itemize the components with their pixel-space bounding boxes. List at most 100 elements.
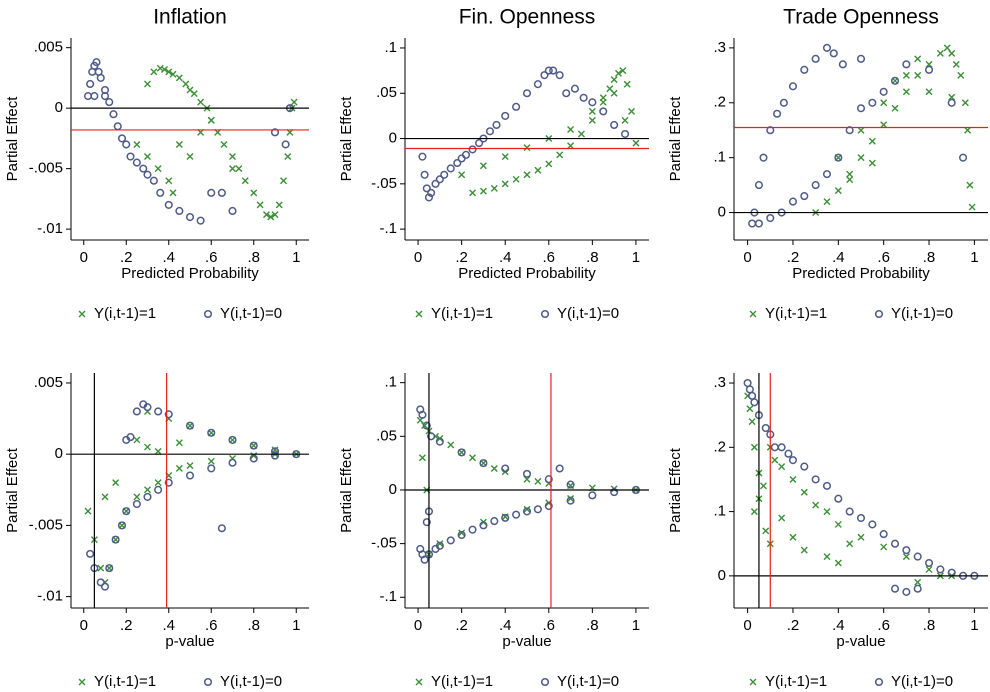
x-tick-label: .4	[162, 249, 175, 266]
y-tick-label: -.1	[379, 588, 397, 605]
marker-x	[154, 447, 162, 455]
marker-circle	[420, 170, 429, 179]
marker-circle	[185, 212, 195, 222]
marker-x	[133, 140, 141, 148]
marker-circle	[834, 494, 843, 503]
marker-circle	[879, 530, 888, 539]
marker-circle	[203, 677, 213, 687]
y-tick-label: 0	[718, 567, 726, 584]
marker-x	[144, 486, 151, 494]
marker-x	[750, 443, 758, 451]
x-tick-label: 0	[80, 249, 88, 266]
marker-circle	[743, 378, 752, 388]
marker-x	[857, 533, 865, 541]
marker-x	[748, 418, 756, 426]
marker-x	[610, 89, 618, 97]
marker-circle	[501, 464, 510, 473]
marker-circle	[522, 469, 532, 478]
marker-circle	[228, 458, 237, 467]
marker-x	[567, 125, 575, 133]
marker-x	[534, 477, 542, 485]
x-tick-label: .6	[543, 249, 556, 266]
marker-x	[469, 454, 477, 462]
marker-circle	[207, 188, 216, 197]
x-tick-label: 0	[743, 617, 751, 634]
marker-circle	[610, 488, 619, 497]
x-axis-label: p-value	[836, 633, 885, 650]
marker-circle	[422, 184, 431, 193]
x-axis-label: p-value	[502, 633, 551, 650]
marker-circle	[418, 152, 427, 161]
marker-circle	[555, 71, 564, 80]
x-tick-label: .8	[923, 617, 936, 634]
marker-circle	[185, 471, 195, 480]
marker-x	[84, 507, 92, 515]
x-tick-label: 1	[292, 249, 300, 266]
marker-circle	[748, 391, 757, 400]
y-tick-label: -.05	[371, 535, 397, 552]
marker-x	[621, 116, 629, 124]
marker-circle	[207, 464, 216, 473]
y-axis-label: Partial Effect	[338, 96, 355, 182]
marker-circle	[879, 87, 888, 96]
marker-x	[789, 533, 797, 541]
legend-label: Y(i,t-1)=1	[765, 305, 827, 322]
marker-circle	[829, 49, 838, 58]
marker-circle	[579, 93, 588, 102]
y-tick-label: .3	[713, 39, 726, 56]
y-axis-label: Partial Effect	[4, 96, 21, 182]
marker-circle	[540, 677, 550, 687]
marker-circle	[126, 433, 135, 442]
marker-x	[182, 80, 190, 88]
panel: 0 .1 .2 .3 0 .2 .4 .6 .8 1 p-value Partial Effect Y(…	[667, 373, 988, 690]
y-tick-label: .2	[713, 94, 726, 111]
panel: -.01 -.005 0 .005 0 .2 .4 .6 .8 1 p-value Partial E…	[4, 373, 309, 690]
x-tick-label: 0	[414, 249, 422, 266]
marker-circle	[588, 491, 597, 500]
marker-circle	[533, 80, 542, 89]
marker-circle	[270, 451, 280, 460]
marker-circle	[92, 58, 101, 67]
marker-circle	[461, 150, 471, 159]
marker-x	[78, 678, 86, 686]
x-tick-label: 1	[970, 249, 978, 266]
y-tick-label: .05	[376, 427, 397, 444]
x-tick-label: 0	[414, 617, 422, 634]
marker-x	[169, 189, 177, 197]
x-tick-label: .8	[586, 617, 599, 634]
marker-circle	[913, 552, 922, 561]
marker-x	[834, 187, 842, 195]
marker-circle	[512, 102, 521, 111]
marker-circle	[856, 54, 866, 63]
marker-circle	[761, 423, 770, 433]
x-tick-label: .2	[455, 249, 468, 266]
marker-x	[133, 436, 141, 444]
x-tick-label: 1	[632, 617, 640, 634]
x-axis-label: p-value	[165, 633, 214, 650]
marker-x	[823, 553, 831, 561]
marker-x	[812, 501, 820, 509]
marker-circle	[779, 98, 788, 107]
marker-circle	[522, 507, 532, 516]
x-axis-label: Predicted Probability	[121, 265, 259, 282]
marker-x	[834, 559, 842, 567]
marker-x	[545, 160, 553, 168]
marker-circle	[936, 565, 945, 574]
marker-x	[567, 495, 575, 503]
marker-x	[567, 142, 575, 150]
marker-x	[925, 88, 933, 96]
legend-label: Y(i,t-1)=0	[220, 673, 282, 690]
marker-x	[97, 564, 105, 572]
marker-circle	[512, 510, 521, 519]
marker-circle	[754, 181, 763, 190]
y-axis-label: Partial Effect	[667, 447, 684, 533]
x-tick-label: .6	[877, 617, 890, 634]
marker-circle	[947, 98, 956, 107]
marker-circle	[431, 179, 440, 188]
marker-circle	[800, 462, 809, 471]
marker-circle	[777, 443, 786, 452]
panel-title: Trade Openness	[783, 6, 939, 29]
marker-circle	[457, 448, 466, 457]
marker-x	[501, 180, 509, 188]
x-tick-label: .8	[247, 617, 260, 634]
